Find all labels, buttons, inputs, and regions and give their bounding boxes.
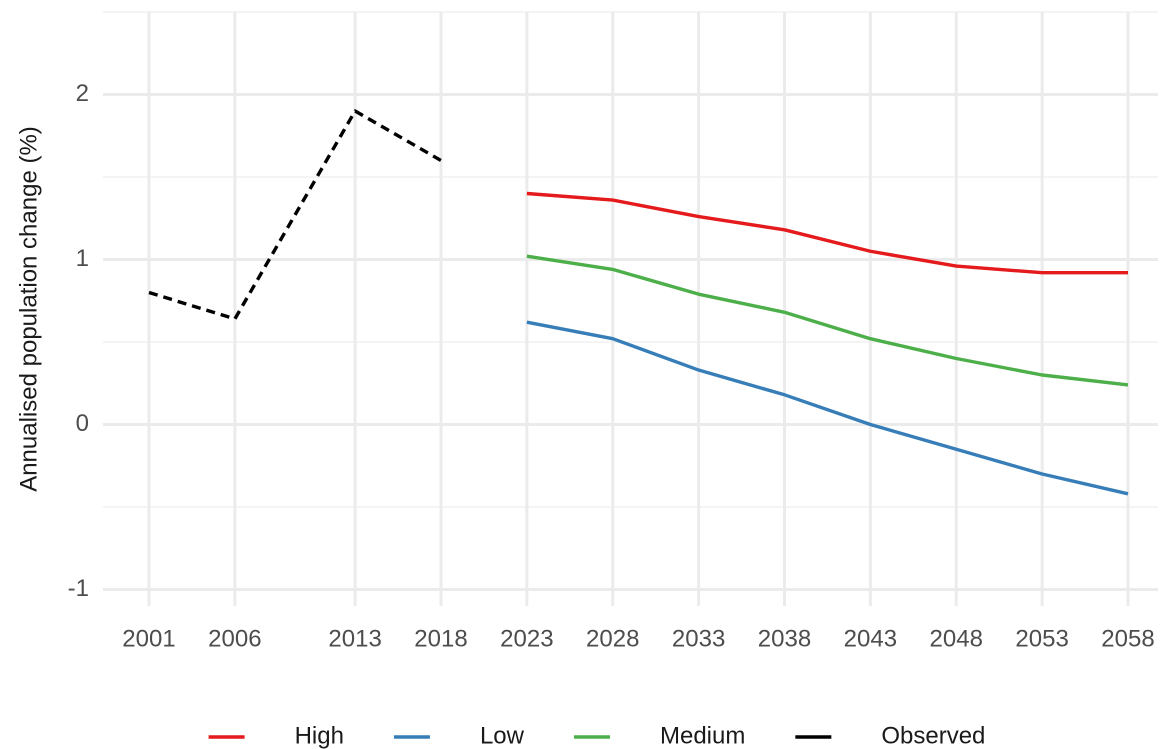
series-line-low (526, 320, 1129, 496)
legend-label-high: High (295, 722, 344, 749)
y-tick-label: 2 (76, 80, 89, 107)
x-tick-label: 2028 (586, 625, 639, 652)
legend-label-observed: Observed (881, 722, 985, 749)
x-tick-label: 2058 (1101, 625, 1154, 652)
x-tick-label: 2048 (930, 625, 983, 652)
legend-label-medium: Medium (660, 722, 745, 749)
series-line-medium (526, 254, 1129, 387)
x-tick-label: 2038 (758, 625, 811, 652)
series-line-observed (148, 109, 442, 321)
x-tick-label: 2018 (414, 625, 467, 652)
x-tick-label: 2001 (122, 625, 175, 652)
y-tick-label: -1 (68, 575, 89, 602)
y-axis-title: Annualised population change (%) (15, 126, 42, 492)
x-axis-ticks: 2001 2006 2013 2018 2023 2028 2033 2038 2043 2048… (122, 625, 1154, 652)
series-lines (148, 109, 1129, 496)
legend: High Low Medium Observed (208, 722, 985, 749)
y-axis-ticks: -1 0 1 2 (68, 80, 89, 602)
legend-label-low: Low (480, 722, 525, 749)
series-line-high (526, 191, 1128, 275)
x-tick-label: 2043 (844, 625, 897, 652)
y-tick-label: 1 (76, 245, 89, 272)
x-tick-label: 2023 (500, 625, 553, 652)
grid (103, 11, 1158, 606)
y-tick-label: 0 (76, 410, 89, 437)
x-tick-label: 2013 (328, 625, 381, 652)
x-tick-label: 2053 (1015, 625, 1068, 652)
x-tick-label: 2033 (672, 625, 725, 652)
x-tick-label: 2006 (208, 625, 261, 652)
